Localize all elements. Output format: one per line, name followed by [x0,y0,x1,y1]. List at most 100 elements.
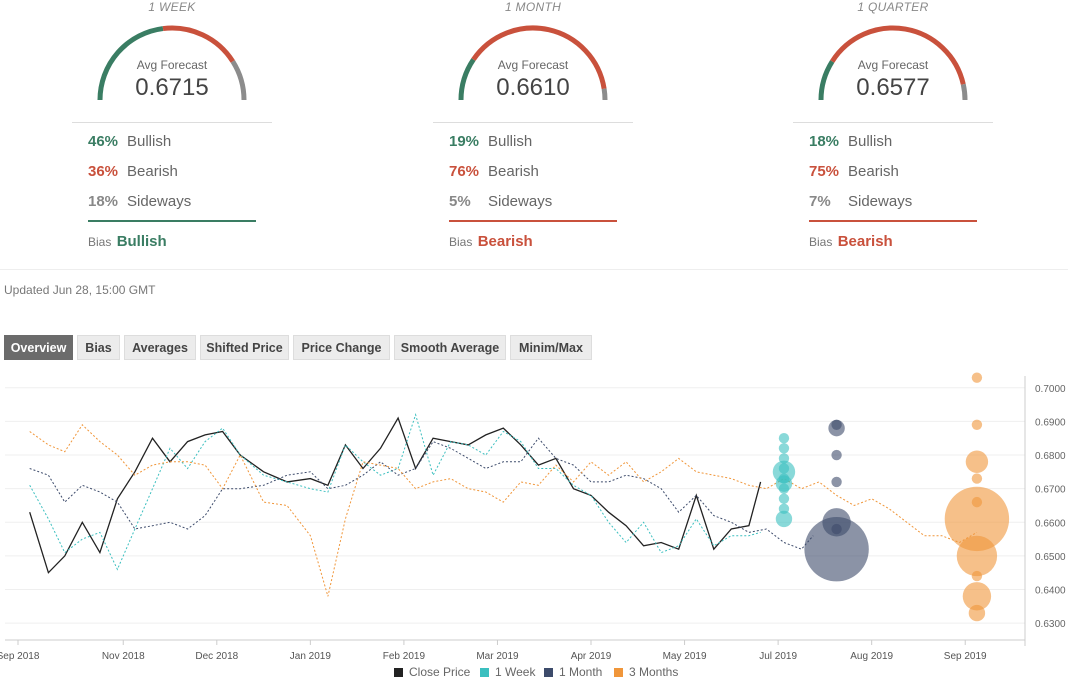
sideways-pct: 7% [809,193,831,210]
forecast-bubble-1-week [778,493,790,504]
x-tick-label: Sep 2018 [0,651,40,662]
bullish-label: Bullish [127,133,172,150]
bias-value: Bearish [837,233,893,250]
y-tick-label: 0.6700 [1035,485,1066,496]
period-title: 1 MONTH [504,0,562,14]
bearish-row: 75% Bearish [809,163,899,180]
sideways-row: 18% Sideways [88,193,191,210]
bearish-row: 76% Bearish [449,163,539,180]
section-separator [0,269,1068,270]
x-tick-label: May 2019 [663,651,707,662]
legend-label: 3 Months [629,665,678,679]
period-title: 1 WEEK [148,0,196,14]
forecast-chart: 0.7000 0.6900 0.6800 0.6700 0.6600 0.6500 0.64… [0,372,1066,679]
tab-minim-max[interactable]: Minim/Max [510,335,592,360]
bias-row: Bias Bearish [809,233,893,250]
legend-label: 1 Month [559,665,602,679]
tab-smooth-average[interactable]: Smooth Average [394,335,506,360]
avg-forecast-value: 0.6610 [496,74,570,101]
forecast-bubble-3-months [971,570,983,582]
forecast-panel-quarter: 1 QUARTER Avg Forecast 0.6577 18% Bullish… [793,0,993,260]
bullish-pct: 46% [88,133,119,150]
forecast-bubble-3-months [971,473,983,484]
forecast-panel-month: 1 MONTH Avg Forecast 0.6610 19% Bullish 7… [433,0,633,260]
x-tick-label: Aug 2019 [850,651,893,662]
bullish-row: 18% Bullish [809,133,892,150]
legend-swatch [480,668,489,677]
tab-shifted-price[interactable]: Shifted Price [200,335,289,360]
forecast-bubble-3-months [956,535,998,577]
y-tick-label: 0.6400 [1035,586,1066,597]
x-tick-label: Dec 2018 [195,651,238,662]
bearish-row: 36% Bearish [88,163,178,180]
forecast-bubble-3-months [944,486,1010,552]
bearish-pct: 76% [449,163,480,180]
legend-label: Close Price [409,665,471,679]
series-line-close-price [29,416,762,574]
bias-label: Bias [809,235,833,249]
divider [72,122,272,123]
forecast-bubble-1-month [831,449,842,461]
tab-averages[interactable]: Averages [124,335,196,360]
x-tick-label: Apr 2019 [571,651,612,662]
bias-line [88,220,256,222]
bias-label: Bias [88,235,112,249]
bearish-label: Bearish [488,163,539,180]
avg-forecast-label: Avg Forecast [497,58,569,72]
bias-line [449,220,617,222]
y-tick-label: 0.6300 [1035,619,1066,630]
gauge-bullish-arc [97,26,164,101]
forecast-bubble-3-months [962,582,992,611]
legend-swatch [394,668,403,677]
bearish-label: Bearish [848,163,899,180]
sideways-label: Sideways [127,193,192,210]
sentiment-gauge [458,25,608,101]
gauge-bullish-arc [458,58,476,101]
forecast-bubble-3-months [971,419,983,430]
forecast-bubble-1-month [804,516,869,582]
y-tick-label: 0.6800 [1035,451,1066,462]
x-tick-label: Feb 2019 [383,651,426,662]
avg-forecast-label: Avg Forecast [857,58,929,72]
divider [793,122,993,123]
gauge-sideways-arc [601,88,608,101]
series-line-1-week [29,412,761,571]
bias-row: Bias Bullish [88,233,167,250]
tab-overview[interactable]: Overview [4,335,73,360]
tab-price-change[interactable]: Price Change [293,335,390,360]
y-tick-label: 0.6900 [1035,417,1066,428]
avg-forecast-value: 0.6715 [135,74,209,101]
bias-value: Bearish [477,233,533,250]
sideways-label: Sideways [848,193,913,210]
forecast-bubble-3-months [971,372,983,383]
sideways-pct: 5% [449,193,471,210]
divider [433,122,633,123]
forecast-bubble-1-week [778,433,790,444]
gauge-sideways-arc [230,60,247,101]
bullish-pct: 19% [449,133,480,150]
tab-bias[interactable]: Bias [77,335,120,360]
bullish-pct: 18% [809,133,840,150]
gauge-bearish-arc [830,25,966,85]
forecast-bubble-1-week [772,460,796,484]
avg-forecast-label: Avg Forecast [136,58,208,72]
legend-swatch [614,668,623,677]
sentiment-gauge [818,25,968,101]
y-tick-label: 0.6500 [1035,552,1066,563]
bullish-label: Bullish [848,133,893,150]
x-tick-label: Jul 2019 [759,651,797,662]
forecast-bubble-1-month [828,419,845,437]
sideways-row: 7% Sideways [809,193,912,210]
x-tick-label: Sep 2019 [944,651,987,662]
avg-forecast-value: 0.6577 [856,74,930,101]
legend-label: 1 Week [495,665,536,679]
forecast-bubble-3-months [968,604,986,622]
gauge-sideways-arc [960,83,968,101]
bias-row: Bias Bearish [449,233,533,250]
bias-value: Bullish [116,233,167,250]
gauge-bullish-arc [818,60,835,101]
bias-line [809,220,977,222]
bullish-row: 19% Bullish [449,133,532,150]
period-title: 1 QUARTER [857,0,929,14]
legend-swatch [544,668,553,677]
